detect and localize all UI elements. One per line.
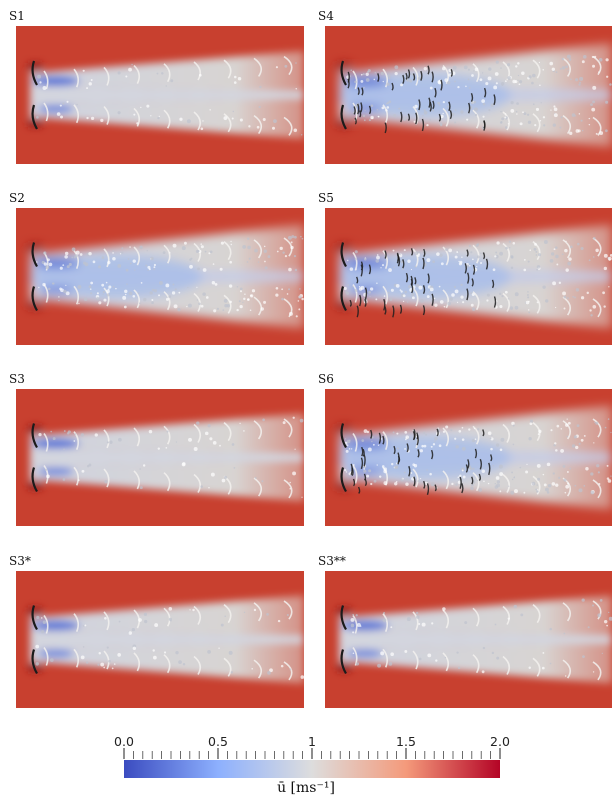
turbine-blades [340,423,493,495]
colorbar-tick-label: 0.0 [114,734,134,749]
panel-label-s3-star: S3* [9,554,31,568]
colorbar-ticks [123,748,501,759]
vortex-streaks [344,54,612,136]
panel-label-s5: S5 [318,191,334,205]
panel-label-s3: S3 [9,372,25,386]
panel-label-s1: S1 [9,9,25,23]
vortex-streaks [343,418,612,499]
panel-label-s4: S4 [318,9,334,23]
turbine-blades [340,60,496,134]
velocity-field-s4 [325,26,612,164]
turbine-blades [340,242,497,318]
turbine-blades [31,605,38,675]
vortex-streaks [35,235,304,318]
colorbar-tick-label: 0.5 [208,734,228,749]
vortex-streaks [345,598,612,681]
velocity-field-s1 [16,26,304,164]
turbine-blades [31,423,38,493]
velocity-field-s3-double-star [325,571,612,708]
colorbar-gradient [124,760,500,778]
velocity-field-s2 [16,208,304,345]
panel-label-s6: S6 [318,372,334,386]
velocity-field-s3-star [16,571,304,708]
vortex-streaks [36,55,303,136]
turbine-blades [31,242,38,312]
panel-label-s3-double-star: S3** [318,554,346,568]
vortex-streaks [38,416,304,499]
vortex-streaks [343,237,612,318]
turbine-blades [340,605,347,675]
wake-region [28,413,304,502]
velocity-field-s6 [325,389,612,526]
velocity-field-s5 [325,208,612,345]
colorbar-tick-label: 2.0 [490,734,510,749]
velocity-field-s3 [16,389,304,526]
wake-region [28,595,304,684]
colorbar-tick-label: 1.5 [396,734,416,749]
turbine-blades [31,60,38,130]
vortex-streaks [35,600,304,681]
colorbar-tick-label: 1 [308,734,316,749]
colorbar-title: ū [ms⁻¹] [277,780,335,796]
panel-label-s2: S2 [9,191,25,205]
colorbar [123,748,501,778]
